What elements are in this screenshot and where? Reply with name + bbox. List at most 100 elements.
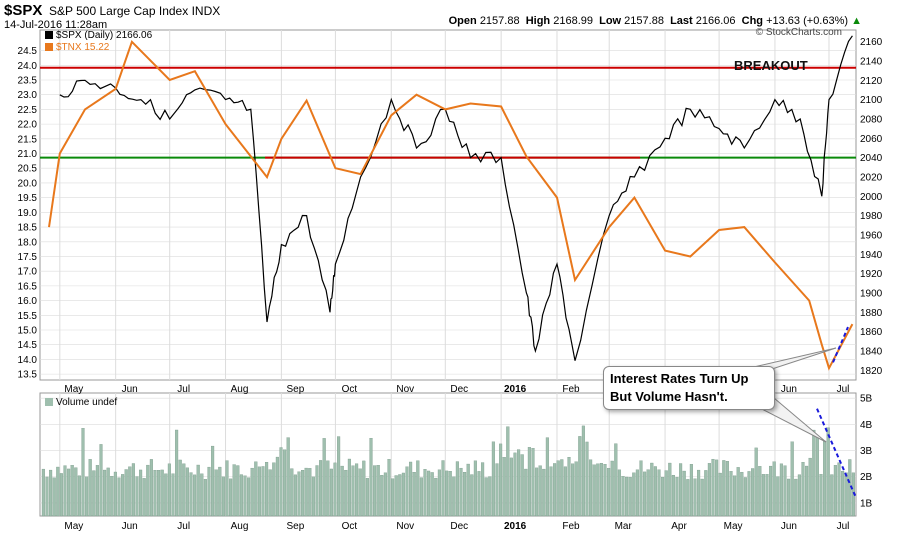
volume-bar	[452, 476, 456, 517]
volume-bar	[704, 470, 708, 517]
volume-bar	[592, 464, 596, 517]
volume-x-tick-label: Nov	[396, 521, 414, 532]
volume-bar	[52, 477, 56, 517]
volume-bar	[358, 468, 362, 517]
volume-bar	[81, 428, 85, 517]
volume-bar	[272, 462, 276, 517]
volume-bar	[826, 427, 830, 517]
volume-bar	[740, 471, 744, 517]
volume-bar	[398, 474, 402, 517]
volume-x-tick-label: Jun	[781, 521, 797, 532]
price-x-tick-label: Jun	[781, 384, 797, 395]
right-axis-tick-label: 2120	[860, 76, 883, 87]
volume-bar	[617, 469, 621, 517]
volume-bar	[484, 477, 488, 517]
volume-bar	[394, 475, 398, 517]
volume-bar	[549, 466, 553, 517]
price-x-tick-label: Jun	[122, 384, 138, 395]
volume-bar	[578, 436, 582, 517]
left-axis-tick-label: 20.0	[18, 178, 38, 189]
volume-bar	[301, 470, 305, 517]
volume-bar	[614, 443, 618, 517]
volume-bar	[373, 465, 377, 517]
price-x-tick-label: Jul	[177, 384, 190, 395]
spx-price-line	[59, 35, 853, 361]
volume-bar	[729, 471, 733, 517]
volume-bar	[265, 461, 269, 517]
volume-bar	[56, 466, 60, 517]
volume-bar	[585, 441, 589, 517]
volume-bar	[164, 473, 168, 517]
volume-bar	[225, 460, 229, 517]
right-axis-tick-label: 1880	[860, 308, 883, 319]
volume-bar	[632, 472, 636, 517]
volume-bar	[416, 460, 420, 517]
volume-bar	[761, 474, 765, 517]
volume-bar	[625, 476, 629, 517]
volume-bar	[751, 468, 755, 517]
volume-bar	[571, 463, 575, 517]
volume-bar	[481, 462, 485, 517]
legend-volume-label: Volume undef	[56, 397, 118, 408]
volume-bar	[311, 476, 315, 517]
high-label: High	[525, 15, 551, 27]
volume-bar	[333, 462, 337, 517]
volume-bar	[758, 466, 762, 517]
volume-bar	[106, 467, 110, 517]
low-label: Low	[599, 15, 622, 27]
volume-bar	[815, 436, 819, 517]
volume-bar	[322, 438, 326, 517]
volume-bar	[473, 460, 477, 517]
volume-bar	[67, 468, 71, 517]
price-panel-frame	[39, 29, 857, 381]
volume-x-tick-label: Oct	[342, 521, 358, 532]
breakout-annotation: BREAKOUT	[734, 58, 808, 73]
price-x-tick-label: May	[64, 384, 83, 395]
right-axis-tick-label: 2100	[860, 95, 883, 106]
left-axis-tick-label: 19.0	[18, 208, 38, 219]
left-axis-tick-label: 17.0	[18, 267, 38, 278]
exchange-label: INDX	[191, 4, 221, 18]
volume-bar	[401, 472, 405, 517]
volume-bar	[434, 477, 438, 517]
volume-bar	[819, 474, 823, 517]
volume-bar	[171, 473, 175, 517]
volume-bar	[610, 460, 614, 517]
volume-bar	[297, 471, 301, 517]
volume-bar	[545, 437, 549, 517]
volume-bar	[797, 474, 801, 517]
volume-bar	[268, 469, 272, 517]
volume-bar	[139, 469, 143, 517]
volume-bar	[110, 475, 114, 517]
volume-bar	[430, 472, 434, 517]
volume-bar	[531, 448, 535, 517]
interest-rate-callout: Interest Rates Turn Up But Volume Hasn't…	[603, 366, 775, 410]
volume-bar	[646, 469, 650, 517]
volume-bar	[308, 468, 312, 517]
volume-bar	[304, 467, 308, 517]
quote-summary: Open 2157.88 High 2168.99 Low 2157.88 La…	[449, 15, 862, 27]
volume-bar	[153, 470, 157, 517]
legend-tnx-marker-icon	[45, 43, 53, 52]
last-value: 2166.06	[695, 15, 736, 27]
volume-bar	[121, 474, 125, 517]
volume-bar	[221, 476, 225, 517]
volume-bar	[589, 459, 593, 517]
volume-bar	[103, 469, 107, 517]
volume-axis-tick-label: 5B	[860, 394, 873, 405]
right-axis-tick-label: 1980	[860, 211, 883, 222]
volume-bar	[49, 469, 53, 517]
volume-bar	[823, 440, 827, 517]
volume-bar	[722, 460, 726, 517]
volume-bar	[754, 447, 758, 517]
volume-bar	[488, 476, 492, 517]
volume-bar	[239, 474, 243, 517]
volume-bar	[747, 471, 751, 517]
volume-axis-tick-label: 2B	[860, 472, 873, 483]
volume-bar	[113, 471, 117, 517]
volume-bar	[175, 429, 179, 517]
volume-bar	[502, 457, 506, 517]
volume-bar	[499, 443, 503, 517]
volume-bar	[293, 474, 297, 517]
volume-bar	[128, 466, 132, 517]
